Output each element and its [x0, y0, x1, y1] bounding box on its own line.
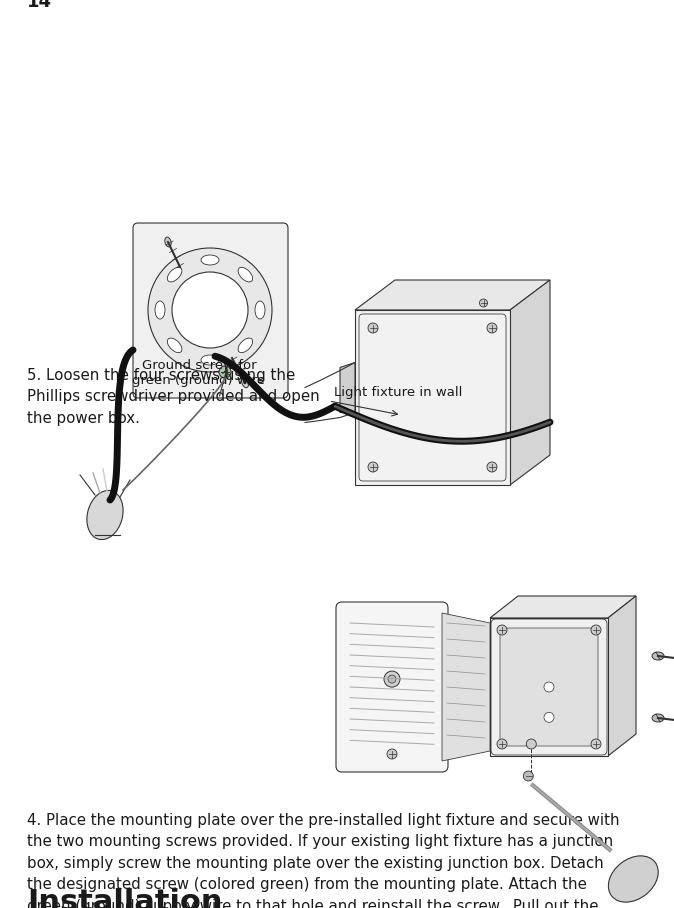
Polygon shape	[355, 280, 550, 310]
Circle shape	[387, 749, 397, 759]
Ellipse shape	[255, 301, 265, 319]
Ellipse shape	[165, 237, 171, 247]
Ellipse shape	[238, 267, 253, 281]
Circle shape	[368, 323, 378, 333]
Text: Installation: Installation	[27, 888, 222, 908]
Ellipse shape	[238, 338, 253, 352]
Circle shape	[487, 462, 497, 472]
Text: Light fixture in wall: Light fixture in wall	[334, 386, 462, 399]
Ellipse shape	[201, 255, 219, 265]
Ellipse shape	[652, 652, 664, 660]
Polygon shape	[442, 613, 490, 761]
Text: Ground screw for
green (ground) wire: Ground screw for green (ground) wire	[132, 359, 266, 387]
Circle shape	[487, 323, 497, 333]
FancyBboxPatch shape	[133, 223, 288, 398]
Circle shape	[388, 676, 396, 683]
Text: 4. Place the mounting plate over the pre-installed light fixture and secure with: 4. Place the mounting plate over the pre…	[27, 813, 619, 908]
Circle shape	[497, 739, 507, 749]
Circle shape	[384, 671, 400, 687]
Circle shape	[219, 366, 231, 378]
Circle shape	[544, 682, 554, 692]
Circle shape	[523, 771, 533, 781]
Ellipse shape	[155, 301, 165, 319]
Circle shape	[172, 272, 248, 348]
Ellipse shape	[167, 267, 182, 281]
Polygon shape	[355, 310, 510, 485]
Circle shape	[148, 248, 272, 372]
Circle shape	[479, 299, 487, 307]
Text: 14: 14	[27, 0, 52, 11]
Ellipse shape	[201, 355, 219, 365]
Circle shape	[497, 625, 507, 635]
Ellipse shape	[167, 338, 182, 352]
Circle shape	[368, 462, 378, 472]
Polygon shape	[510, 280, 550, 485]
Ellipse shape	[609, 856, 658, 903]
FancyBboxPatch shape	[500, 628, 598, 746]
Polygon shape	[490, 618, 608, 756]
Circle shape	[544, 713, 554, 723]
Circle shape	[591, 625, 601, 635]
Circle shape	[526, 739, 537, 749]
Ellipse shape	[241, 379, 249, 388]
Polygon shape	[340, 362, 355, 412]
Ellipse shape	[652, 714, 664, 722]
Ellipse shape	[87, 490, 123, 539]
Text: 5. Loosen the four screws using the
Phillips screwdriver provided and open
the p: 5. Loosen the four screws using the Phil…	[27, 368, 319, 426]
FancyBboxPatch shape	[336, 602, 448, 772]
Circle shape	[591, 739, 601, 749]
Polygon shape	[608, 596, 636, 756]
Polygon shape	[490, 596, 636, 618]
